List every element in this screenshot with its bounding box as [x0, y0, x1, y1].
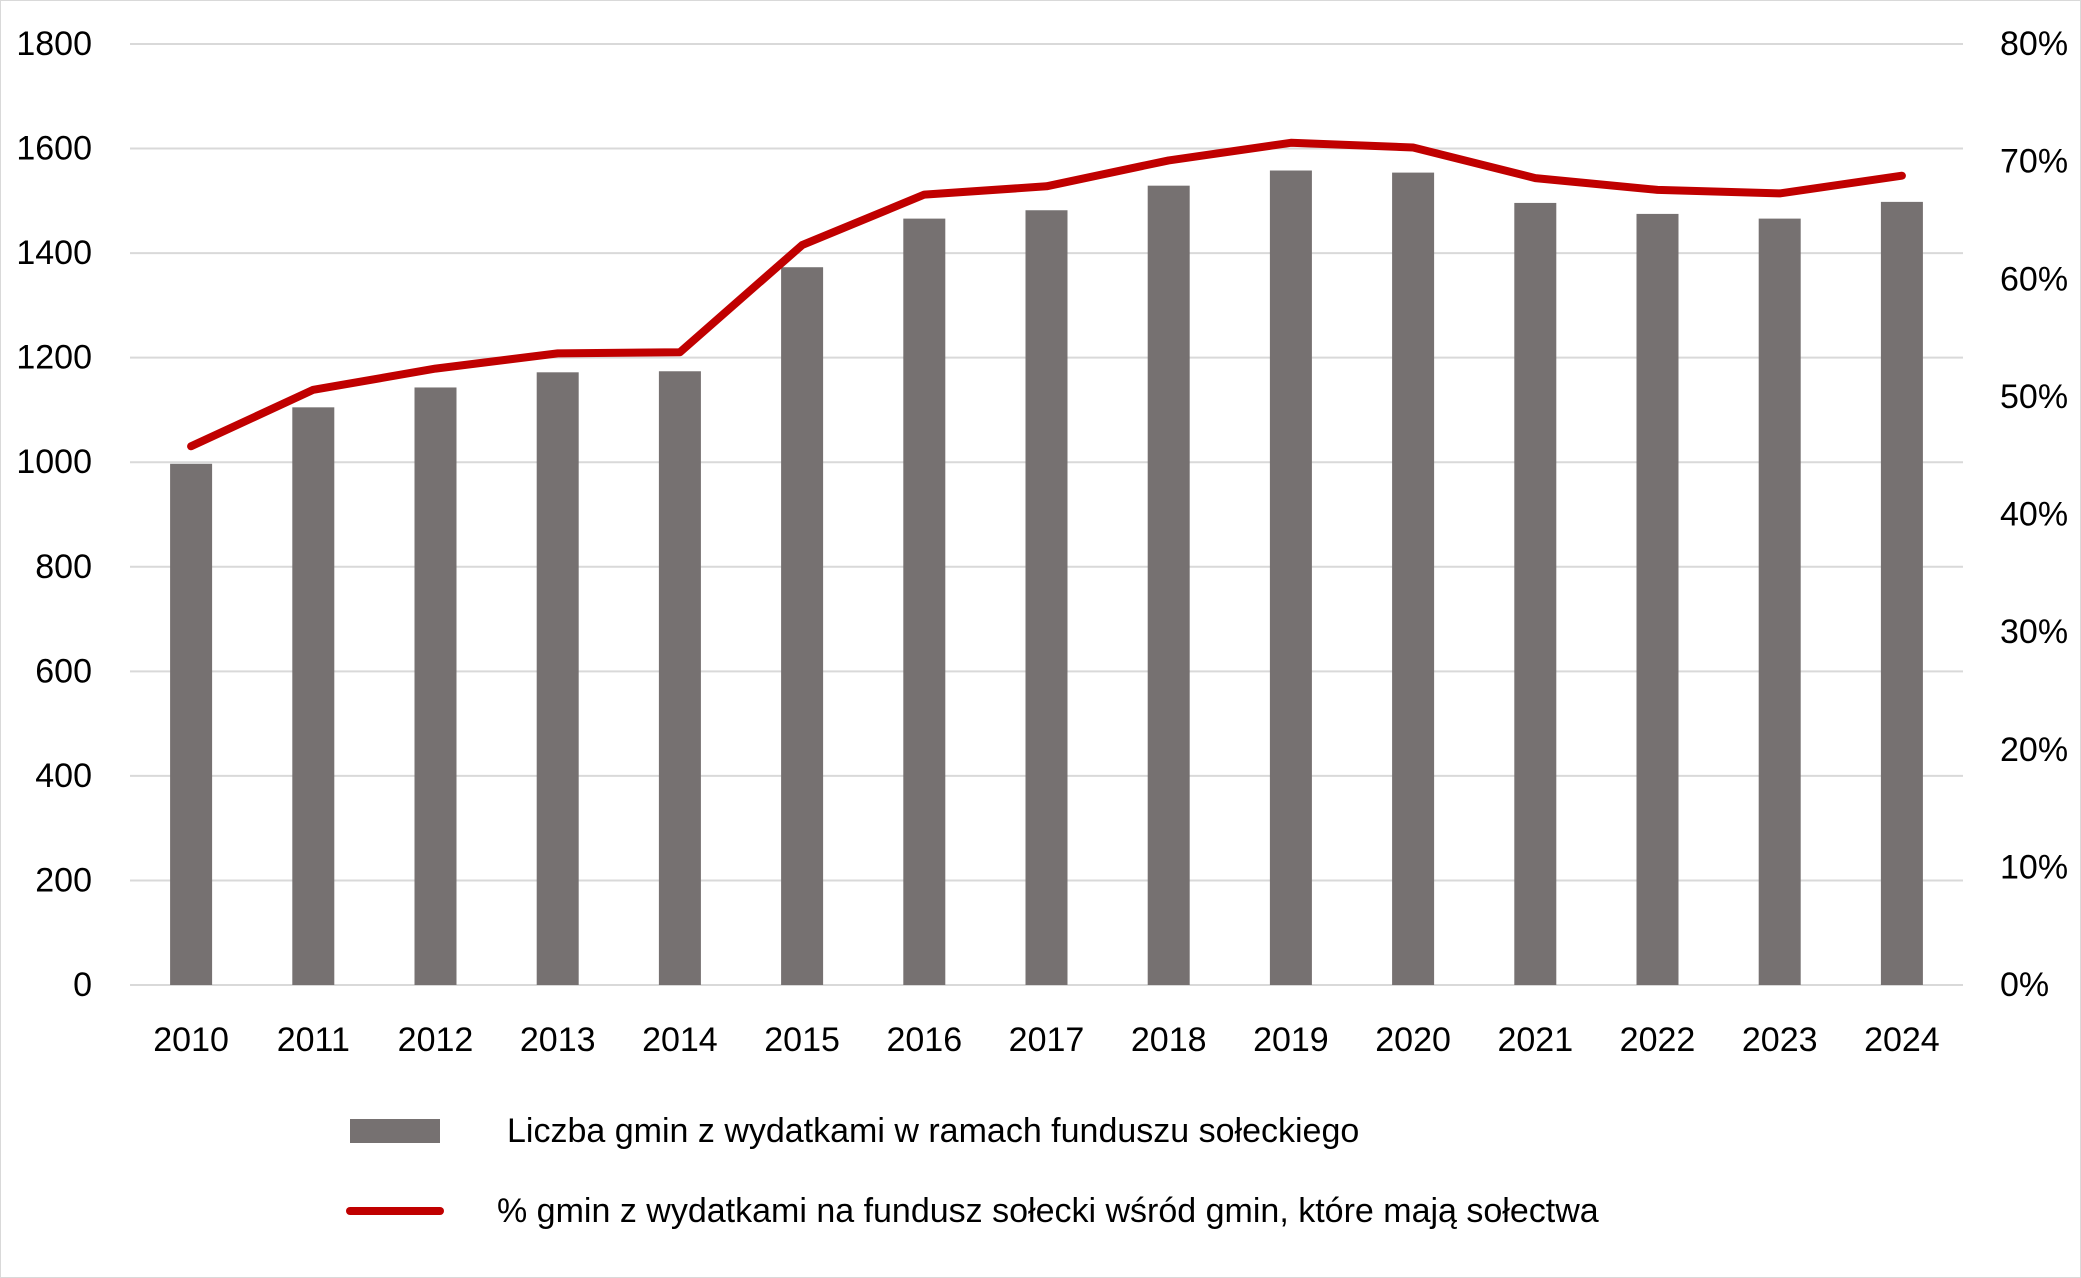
x-tick-label: 2021 [1497, 1021, 1573, 1059]
y-left-tick-label: 1400 [16, 234, 92, 272]
y-left-tick-label: 600 [35, 652, 92, 690]
bar [414, 387, 457, 986]
y-right-tick-label: 40% [2000, 496, 2068, 534]
bar [781, 267, 824, 986]
bar [536, 372, 579, 985]
y-right-tick-label: 60% [2000, 260, 2068, 298]
y-left-tick-label: 800 [35, 548, 92, 586]
bar [1880, 201, 1923, 985]
x-tick-label: 2012 [398, 1021, 474, 1059]
bar [658, 371, 701, 985]
bar [1636, 213, 1679, 985]
bar [170, 463, 213, 986]
x-tick-label: 2014 [642, 1021, 718, 1059]
bar [1514, 202, 1557, 985]
x-tick-label: 2019 [1253, 1021, 1329, 1059]
y-left-tick-label: 1000 [16, 443, 92, 481]
legend-bar-swatch [350, 1119, 440, 1143]
legend-line-label: % gmin z wydatkami na fundusz sołecki wś… [497, 1192, 1599, 1230]
y-right-tick-label: 50% [2000, 378, 2068, 416]
x-tick-label: 2016 [886, 1021, 962, 1059]
x-tick-label: 2011 [277, 1021, 350, 1059]
x-tick-label: 2017 [1009, 1021, 1085, 1059]
x-tick-label: 2010 [153, 1021, 229, 1059]
y-left-tick-label: 200 [35, 861, 92, 899]
y-right-tick-label: 30% [2000, 613, 2068, 651]
bar [1392, 172, 1435, 985]
y-right-tick-label: 0% [2000, 966, 2049, 1004]
y-left-tick-label: 1600 [16, 130, 92, 168]
bar [903, 218, 946, 985]
bar [1269, 170, 1312, 986]
x-tick-label: 2015 [764, 1021, 840, 1059]
y-right-tick-label: 70% [2000, 143, 2068, 181]
bar [1147, 185, 1190, 985]
x-tick-label: 2022 [1620, 1021, 1696, 1059]
bar [1025, 210, 1068, 985]
y-left-tick-label: 1200 [16, 339, 92, 377]
bar [292, 407, 335, 985]
y-right-tick-label: 80% [2000, 25, 2068, 63]
y-right-tick-label: 20% [2000, 731, 2068, 769]
x-tick-label: 2020 [1375, 1021, 1451, 1059]
x-tick-label: 2024 [1864, 1021, 1940, 1059]
y-left-tick-label: 1800 [16, 25, 92, 63]
y-right-tick-label: 10% [2000, 848, 2068, 886]
y-left-tick-label: 400 [35, 757, 92, 795]
legend-bar-label: Liczba gmin z wydatkami w ramach fundusz… [507, 1112, 1359, 1150]
x-tick-label: 2013 [520, 1021, 596, 1059]
bar [1758, 218, 1801, 985]
x-tick-label: 2023 [1742, 1021, 1818, 1059]
y-left-tick-label: 0 [73, 966, 92, 1004]
x-tick-label: 2018 [1131, 1021, 1207, 1059]
